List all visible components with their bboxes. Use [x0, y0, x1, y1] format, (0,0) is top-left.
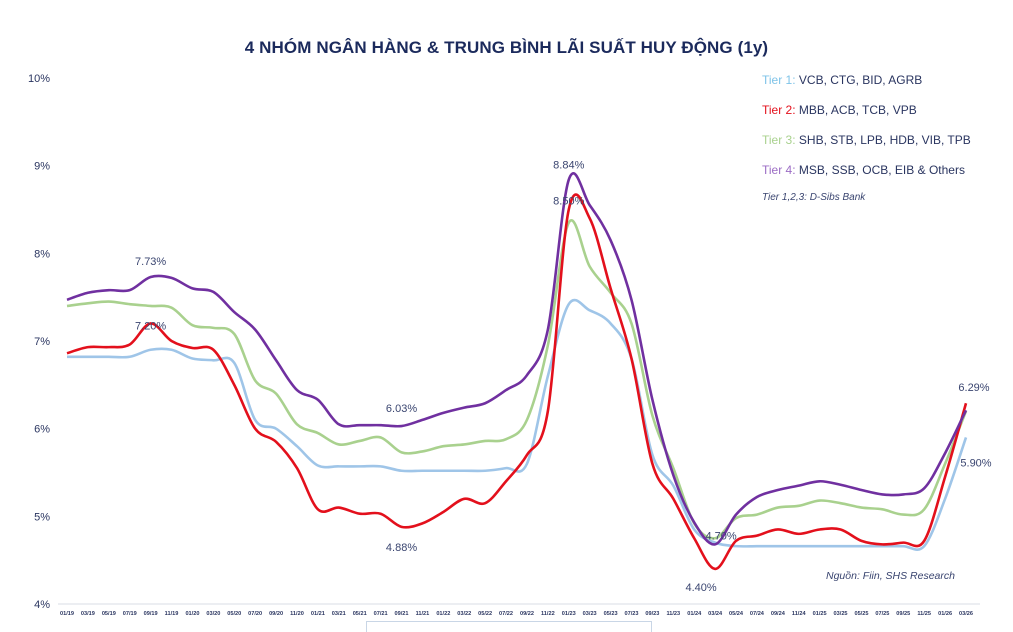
x-tick-label: 05/22 — [478, 611, 492, 617]
x-tick-label: 01/21 — [311, 611, 325, 617]
x-tick-label: 01/25 — [813, 611, 827, 617]
x-tick-label: 01/22 — [436, 611, 450, 617]
legend-label: Tier 4: — [762, 163, 796, 177]
legend-label: Tier 2: — [762, 103, 796, 117]
x-tick-label: 07/20 — [248, 611, 262, 617]
x-tick-label: 07/22 — [499, 611, 513, 617]
x-tick-label: 07/24 — [750, 611, 765, 617]
data-label: 5.90% — [960, 457, 991, 469]
x-tick-label: 09/20 — [269, 611, 283, 617]
data-label: 4.40% — [686, 582, 717, 594]
y-tick-label: 7% — [34, 336, 50, 348]
x-tick-label: 07/23 — [624, 611, 638, 617]
y-tick-label: 5% — [34, 511, 50, 523]
x-tick-label: 03/24 — [708, 611, 723, 617]
x-tick-label: 03/25 — [834, 611, 848, 617]
data-label: 8.84% — [553, 160, 584, 172]
x-tick-label: 11/22 — [541, 611, 555, 617]
series-line-tier-3 — [66, 219, 968, 540]
x-tick-label: 09/23 — [645, 611, 659, 617]
x-tick-label: 01/24 — [687, 611, 702, 617]
x-tick-label: 11/23 — [666, 611, 680, 617]
x-tick-label: 01/20 — [185, 611, 199, 617]
x-tick-label: 01/19 — [60, 611, 74, 617]
data-label: 6.29% — [958, 382, 989, 394]
x-tick-label: 03/26 — [959, 611, 973, 617]
x-tick-label: 11/21 — [416, 611, 430, 617]
chart-title: 4 NHÓM NGÂN HÀNG & TRUNG BÌNH LÃI SUẤT H… — [244, 38, 769, 57]
x-tick-label: 09/22 — [520, 611, 534, 617]
series-line-tier-2 — [66, 193, 968, 571]
x-tick-label: 05/24 — [729, 611, 744, 617]
x-tick-label: 11/24 — [792, 611, 807, 617]
x-tick-label: 07/19 — [123, 611, 137, 617]
x-tick-label: 01/26 — [938, 611, 952, 617]
legend-item-tier2: Tier 2: MBB, ACB, TCB, VPB — [762, 102, 971, 132]
x-tick-label: 05/20 — [227, 611, 241, 617]
legend-label: Tier 3: — [762, 133, 796, 147]
x-tick-label: 01/23 — [562, 611, 576, 617]
data-label: 4.70% — [706, 531, 737, 543]
x-tick-label: 03/19 — [81, 611, 95, 617]
legend-note: Tier 1,2,3: D-Sibs Bank — [762, 192, 866, 203]
x-tick-label: 11/19 — [165, 611, 179, 617]
x-tick-label: 11/20 — [290, 611, 304, 617]
legend-item-tier3: Tier 3: SHB, STB, LPB, HDB, VIB, TPB — [762, 132, 971, 162]
x-tick-label: 03/23 — [583, 611, 597, 617]
y-tick-label: 8% — [34, 248, 50, 260]
x-tick-label: 09/21 — [395, 611, 409, 617]
legend-members: VCB, CTG, BID, AGRB — [798, 73, 923, 87]
x-tick-label: 03/21 — [332, 611, 346, 617]
legend-members: MSB, SSB, OCB, EIB & Others — [798, 163, 965, 177]
y-tick-label: 10% — [28, 73, 50, 85]
legend: Tier 1: VCB, CTG, BID, AGRB Tier 2: MBB,… — [762, 72, 971, 203]
legend-label: Tier 1: — [762, 73, 796, 87]
x-tick-label: 05/25 — [854, 611, 868, 617]
x-tick-label: 03/22 — [457, 611, 471, 617]
x-tick-label: 11/25 — [917, 611, 931, 617]
legend-members: SHB, STB, LPB, HDB, VIB, TPB — [798, 133, 971, 147]
data-label: 6.03% — [386, 403, 417, 415]
y-tick-label: 4% — [34, 599, 50, 611]
data-label: 7.73% — [135, 256, 166, 268]
x-tick-label: 07/21 — [374, 611, 388, 617]
data-label: 7.20% — [135, 320, 166, 332]
x-tick-label: 07/25 — [875, 611, 889, 617]
data-label: 4.88% — [386, 542, 417, 554]
x-tick-label: 09/25 — [896, 611, 910, 617]
data-label: 8.50% — [553, 196, 584, 208]
legend-item-tier1: Tier 1: VCB, CTG, BID, AGRB — [762, 72, 971, 102]
x-tick-label: 03/20 — [206, 611, 220, 617]
x-tick-label: 09/19 — [144, 611, 158, 617]
y-tick-label: 9% — [34, 161, 50, 173]
x-tick-label: 05/19 — [102, 611, 116, 617]
x-tick-label: 09/24 — [771, 611, 786, 617]
legend-members: MBB, ACB, TCB, VPB — [798, 103, 917, 117]
series-line-tier-4 — [66, 172, 968, 546]
legend-item-tier4: Tier 4: MSB, SSB, OCB, EIB & Others — [762, 162, 971, 192]
series-line-tier-1 — [66, 298, 968, 551]
y-tick-label: 6% — [34, 424, 50, 436]
x-tick-label: 05/21 — [353, 611, 367, 617]
x-tick-label: 05/23 — [604, 611, 618, 617]
source-note: Nguồn: Fiin, SHS Research — [826, 570, 955, 582]
